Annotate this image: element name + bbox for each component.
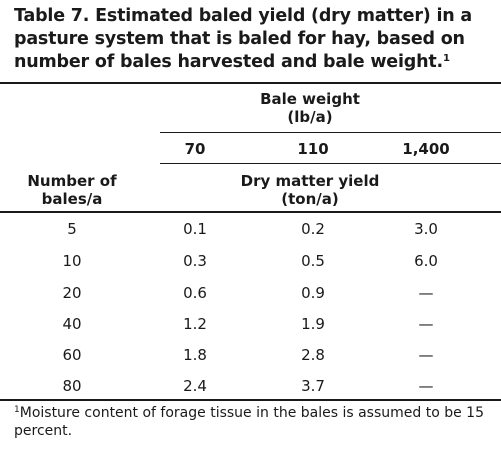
bales-cell: 20: [62, 284, 82, 302]
yield-cell: 2.4: [183, 377, 207, 395]
bales-cell: 5: [67, 220, 77, 238]
yield-cell: 0.3: [183, 252, 207, 270]
bales-cell: 60: [62, 346, 82, 364]
yield-cell: —: [418, 315, 434, 333]
yield-cell: 0.1: [183, 220, 207, 238]
yield-cell: 1.2: [183, 315, 207, 333]
yield-cell: 6.0: [414, 252, 438, 270]
weight-values-rule: [160, 163, 501, 164]
bottom-rule: [0, 399, 501, 401]
footnote: 1Moisture content of forage tissue in th…: [14, 405, 484, 439]
bale-weight-header: Bale weight (lb/a): [260, 90, 360, 126]
yield-cell: 0.6: [183, 284, 207, 302]
table-title: Table 7. Estimated baled yield (dry matt…: [14, 6, 473, 72]
top-rule: [0, 82, 501, 84]
bales-cell: 40: [62, 315, 82, 333]
footnote-mark: 1: [14, 405, 20, 415]
yield-cell: 3.0: [414, 220, 438, 238]
yield-cell: 2.8: [301, 346, 325, 364]
yield-cell: 1.9: [301, 315, 325, 333]
weight-header-rule: [160, 132, 501, 133]
header-bottom-rule: [0, 211, 501, 213]
bales-cell: 80: [62, 377, 82, 395]
yield-cell: —: [418, 284, 434, 302]
yield-cell: 0.5: [301, 252, 325, 270]
yield-cell: 1.8: [183, 346, 207, 364]
bales-column-header: Number of bales/a: [27, 172, 117, 208]
yield-cell: 0.9: [301, 284, 325, 302]
title-footnote-mark: 1: [442, 53, 450, 64]
yield-cell: 0.2: [301, 220, 325, 238]
yield-cell: —: [418, 346, 434, 364]
weight-col-70: 70: [184, 140, 206, 158]
weight-col-110: 110: [297, 140, 329, 158]
weight-col-1400: 1,400: [402, 140, 450, 158]
bales-cell: 10: [62, 252, 82, 270]
yield-cell: 3.7: [301, 377, 325, 395]
dry-matter-yield-header: Dry matter yield (ton/a): [240, 172, 380, 208]
yield-cell: —: [418, 377, 434, 395]
